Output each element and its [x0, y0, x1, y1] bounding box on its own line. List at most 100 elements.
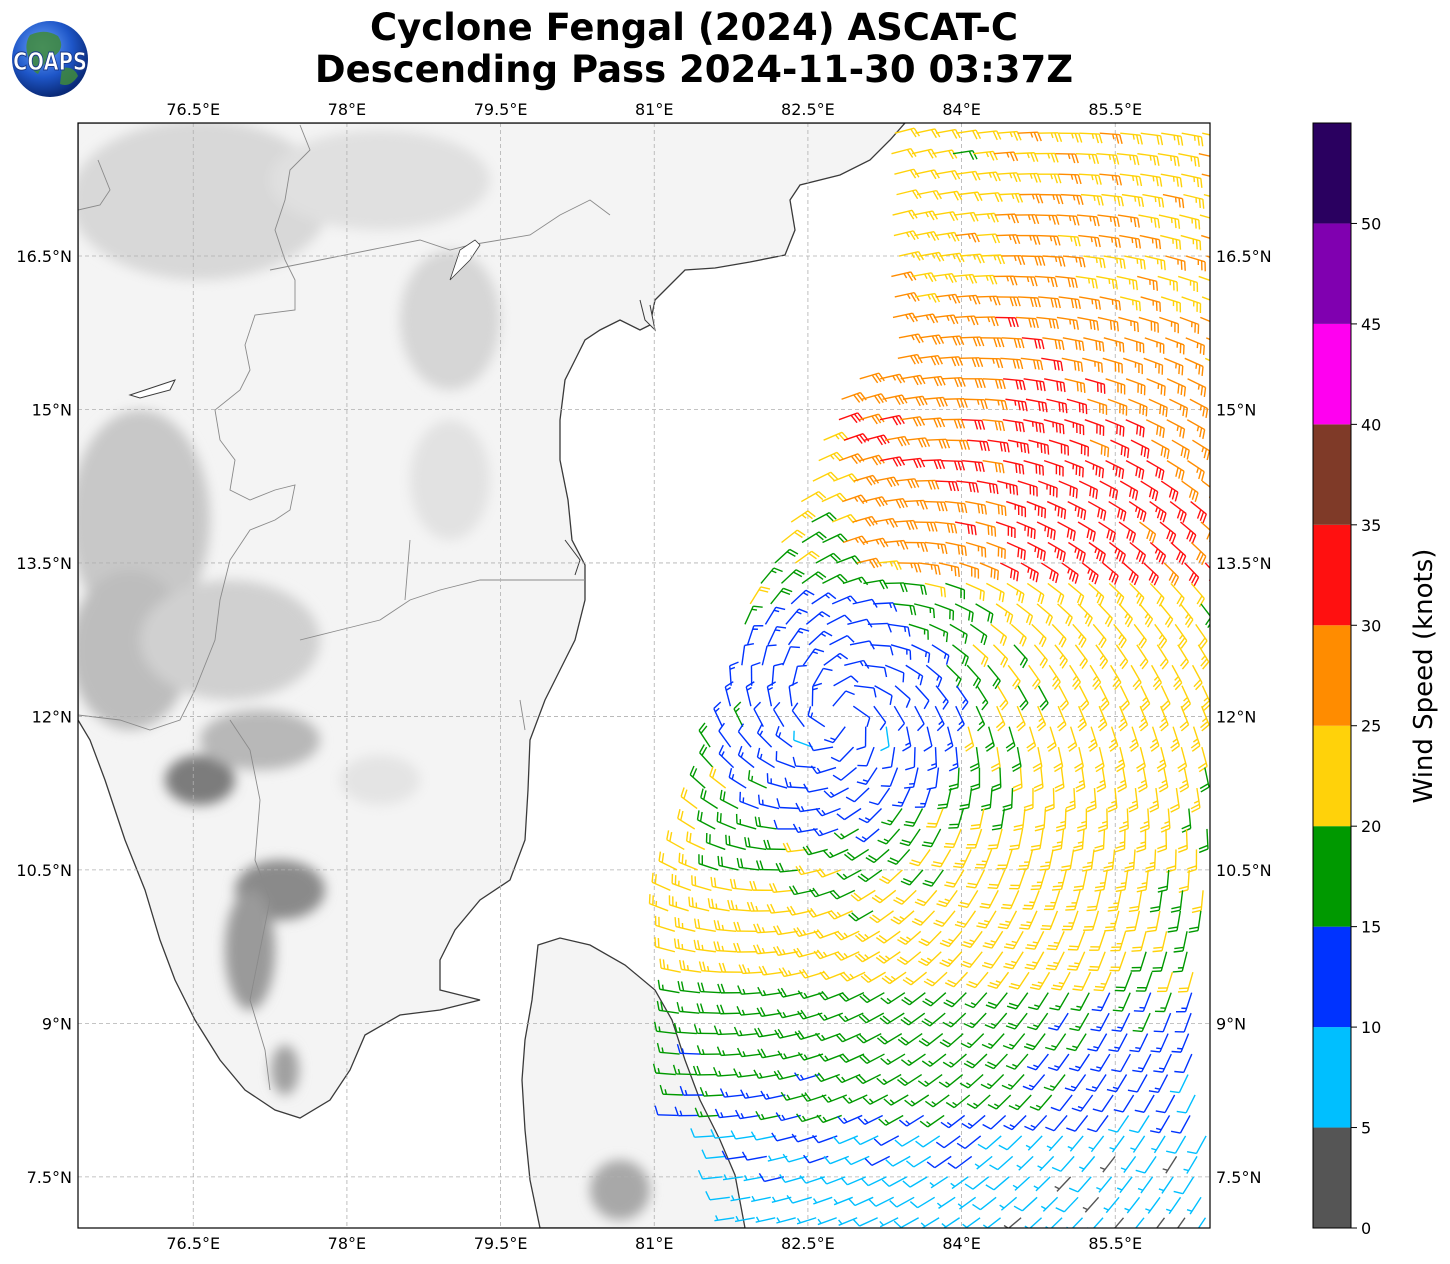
- wind-barb: [746, 901, 771, 912]
- wind-barb: [1130, 951, 1147, 972]
- wind-barb: [1011, 746, 1022, 772]
- wind-barb: [985, 992, 1008, 1009]
- wind-barb: [926, 1155, 952, 1169]
- wind-barb: [1036, 603, 1053, 626]
- wind-barb: [852, 705, 871, 727]
- wind-barb: [1014, 275, 1038, 287]
- wind-barb: [981, 951, 1004, 969]
- wind-barb: [1061, 910, 1079, 931]
- wind-barb: [853, 474, 880, 486]
- wind-barb: [939, 335, 965, 346]
- wind-barb: [1107, 787, 1118, 813]
- map-frame: [77, 122, 1211, 1229]
- wind-barb: [960, 253, 985, 264]
- wind-barb: [847, 618, 873, 628]
- wind-barb: [1086, 890, 1102, 912]
- coaps-logo: COAPS: [12, 21, 88, 97]
- wind-barb: [854, 951, 881, 963]
- wind-barb: [1153, 1012, 1172, 1033]
- wind-barb: [1067, 951, 1086, 971]
- wind-barb: [1130, 439, 1150, 459]
- wind-barb: [965, 582, 985, 601]
- wind-barb: [838, 992, 865, 1002]
- wind-barb: [776, 798, 800, 810]
- wind-barb: [987, 664, 1001, 690]
- wind-barb: [973, 150, 998, 161]
- colorbar: 0 5 10 15 20 25 30 35 40 45 50: [1312, 122, 1381, 1238]
- wind-barb: [1078, 480, 1099, 500]
- wind-barb: [900, 457, 926, 469]
- wind-barb: [941, 459, 966, 471]
- wind-barb: [1159, 705, 1169, 732]
- wind-barb: [879, 1012, 905, 1025]
- wind-barb: [905, 1155, 932, 1168]
- wind-barb: [1013, 1196, 1038, 1212]
- wind-barb: [758, 965, 784, 976]
- wind-barb: [926, 767, 940, 790]
- wind-barb: [1073, 869, 1088, 892]
- wind-barb: [1131, 931, 1147, 952]
- wind-barb: [1010, 623, 1027, 647]
- wind-barb: [1082, 1196, 1100, 1213]
- wind-barb: [1181, 132, 1204, 147]
- wind-barb: [871, 889, 897, 904]
- wind-barb: [1040, 562, 1059, 584]
- wind-barb: [821, 492, 848, 503]
- wind-barb: [984, 1012, 1008, 1030]
- wind-barb: [936, 889, 958, 908]
- wind-barb: [965, 541, 987, 558]
- wind-barb: [744, 605, 763, 625]
- wind-barb: [777, 987, 803, 998]
- wind-barb: [1134, 1217, 1145, 1228]
- wind-barb: [844, 659, 870, 669]
- wind-barb: [1124, 255, 1146, 270]
- wind-barb: [1162, 193, 1185, 209]
- wind-barb: [943, 828, 962, 849]
- wind-barb: [1163, 357, 1184, 376]
- wind-barb: [785, 608, 808, 625]
- wind-barb: [1044, 378, 1066, 393]
- wind-barb: [790, 589, 815, 605]
- lon-tick-label-bottom: 84°E: [942, 1234, 980, 1253]
- wind-barb: [915, 685, 930, 710]
- wind-barb: [1170, 541, 1187, 565]
- wind-barb: [776, 1217, 796, 1224]
- wind-barb: [815, 1032, 841, 1042]
- wind-barb: [1040, 1196, 1059, 1212]
- wind-barb: [826, 614, 852, 625]
- wind-barb: [1013, 808, 1026, 832]
- wind-barb: [863, 579, 889, 590]
- wind-barb: [893, 705, 906, 732]
- wind-barb: [1107, 398, 1128, 416]
- wind-barb: [1129, 1115, 1150, 1134]
- wind-barb: [1137, 275, 1159, 291]
- wind-barb: [1026, 582, 1045, 605]
- wind-barb: [1180, 521, 1197, 545]
- wind-barb: [974, 1155, 993, 1170]
- wind-barb: [716, 811, 736, 830]
- wind-barb: [818, 990, 844, 1001]
- wind-barb: [1017, 296, 1041, 308]
- wind-barb: [1158, 767, 1169, 793]
- wind-barb: [1157, 153, 1180, 167]
- lon-tick-label-top: 79.5°E: [474, 100, 528, 119]
- wind-barb: [736, 1006, 761, 1016]
- wind-barb: [920, 1217, 940, 1228]
- wind-barb: [811, 682, 823, 707]
- wind-barb: [1088, 582, 1105, 606]
- wind-barb: [1046, 726, 1057, 752]
- lat-tick-label-left: 13.5°N: [16, 554, 72, 573]
- wind-barb: [833, 675, 859, 687]
- wind-barb: [939, 1033, 964, 1048]
- wind-barb: [1036, 705, 1047, 732]
- wind-barb: [1116, 152, 1140, 166]
- wind-barb: [717, 983, 741, 994]
- wind-barb: [1071, 1094, 1094, 1112]
- colorbar-bin: [1313, 1127, 1351, 1228]
- wind-barb: [1015, 214, 1040, 225]
- wind-barb: [1108, 541, 1126, 564]
- wind-barb: [985, 726, 995, 752]
- wind-barb: [1055, 152, 1079, 164]
- wind-barb: [997, 480, 1019, 496]
- wind-barb: [1091, 992, 1111, 1012]
